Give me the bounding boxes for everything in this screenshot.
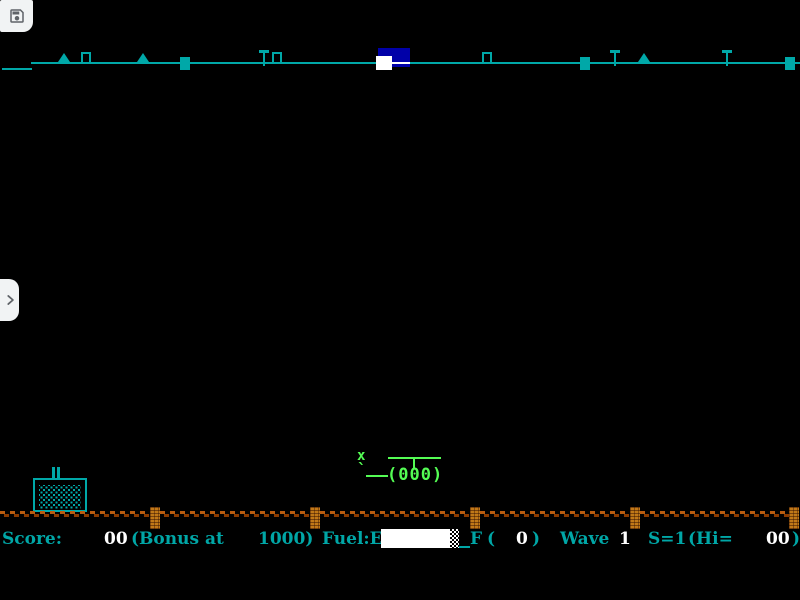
minimap-tee-icon [259,50,269,66]
minimap-terrain-line [31,62,800,64]
fuel-gauge-empty [459,546,470,548]
floppy-disk-icon [8,7,26,25]
status-token: F [470,529,483,549]
minimap-tee-icon [722,50,732,66]
building-chimney [57,467,60,478]
building-fill-pattern [39,485,81,509]
minimap-terrain-line-left [2,68,32,70]
status-token: 00 [766,529,790,549]
status-token: 0 [516,529,528,549]
plane-wheels: (000) [387,465,444,485]
minimap-pillars-icon [272,52,282,64]
minimap-pillars-icon [482,52,492,64]
minimap-triangle-icon [137,53,149,62]
status-token: 00 [104,529,128,549]
ground-post [470,507,480,529]
minimap-square-icon [785,57,795,70]
ground-post [310,507,320,529]
fuel-gauge-fill [381,529,450,548]
status-token: (Bonus at [131,529,224,549]
minimap-player-marker [376,56,392,70]
minimap-pillars-icon [81,52,91,64]
building [33,478,87,512]
plane-strut [413,457,415,468]
minimap [0,0,800,80]
minimap-viewport-line [392,62,410,64]
minimap-tee-icon [610,50,620,66]
ground-post [150,507,160,529]
status-token: Score: [2,529,63,549]
drawer-toggle-button[interactable] [0,279,19,321]
ground-surface-top [0,511,800,514]
minimap-triangle-icon [58,53,70,62]
plane-skid: ` [357,460,367,479]
minimap-square-icon [580,57,590,70]
ground-surface-bottom [0,514,800,517]
save-button[interactable] [0,0,33,32]
minimap-triangle-icon [638,53,650,62]
status-bar: Score: 00 (Bonus at 1000) Fuel:E F(0) Wave 1 S=1… [0,528,800,554]
status-token: Wave [560,529,610,549]
status-token: ) [532,529,541,549]
plane-skid-line [366,475,388,477]
status-token: (Hi= [688,529,733,549]
status-token: Fuel:E [322,529,383,549]
status-token: ( [487,529,496,549]
chevron-right-icon [3,293,17,307]
fuel-gauge-dither [450,529,459,548]
minimap-square-icon [180,57,190,70]
status-token: S=1 [648,529,687,549]
ground-post [630,507,640,529]
building-chimney [52,467,55,478]
status-token: 1000) [258,529,314,549]
ground-post [789,507,799,529]
plane-tail: x [357,448,366,464]
status-token: 1 [619,529,631,549]
status-token: ) [792,529,800,549]
